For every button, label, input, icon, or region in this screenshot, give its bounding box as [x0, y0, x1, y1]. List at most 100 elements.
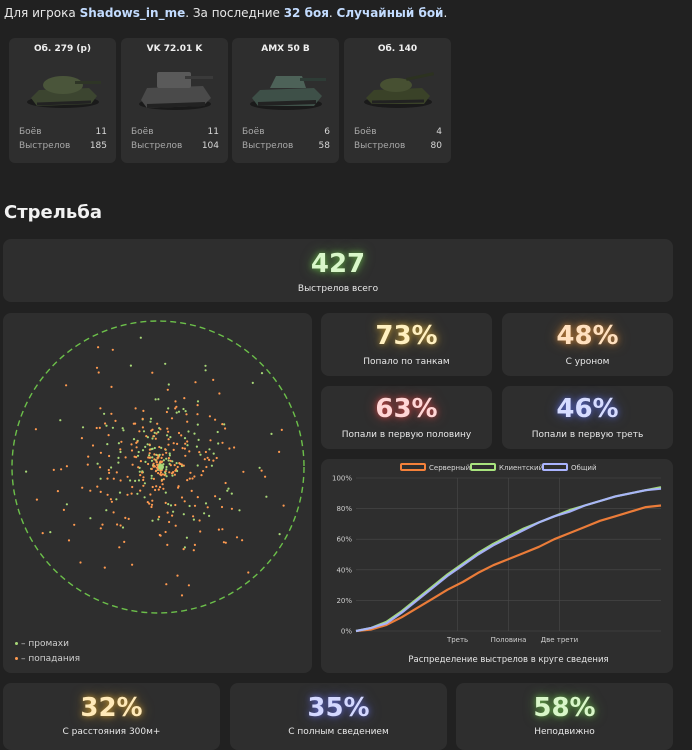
- miss-point: [149, 420, 152, 423]
- hit-point: [133, 455, 136, 458]
- miss-point: [117, 456, 120, 459]
- hit-point: [183, 500, 186, 503]
- hit-point: [103, 566, 106, 569]
- miss-point: [157, 431, 160, 434]
- miss-point: [199, 453, 202, 456]
- miss-point: [150, 474, 153, 477]
- hit-point: [148, 502, 151, 505]
- miss-point: [117, 461, 120, 464]
- hit-point: [81, 486, 84, 489]
- miss-point: [208, 448, 211, 451]
- x-tick-label: Две трети: [541, 636, 579, 644]
- miss-point: [157, 518, 160, 521]
- player-name[interactable]: Shadows_in_me: [79, 6, 186, 20]
- hit-point: [162, 487, 165, 490]
- battle-mode[interactable]: Случайный бой: [336, 6, 444, 20]
- hit-point: [174, 469, 177, 472]
- hit-point: [181, 447, 184, 450]
- tank-name: Об. 140: [377, 44, 418, 54]
- hit-point: [184, 442, 187, 445]
- miss-point: [110, 466, 113, 469]
- scatter-card: – промахи – попадания: [3, 313, 312, 673]
- hit-point: [115, 471, 118, 474]
- hit-point: [177, 431, 181, 435]
- first-half-label: Попали в первую половину: [341, 430, 472, 440]
- miss-point: [186, 444, 189, 447]
- hit-tanks-card: 73% Попало по танкам: [321, 313, 492, 376]
- miss-point: [106, 443, 109, 446]
- miss-point: [141, 449, 145, 452]
- hit-point: [164, 501, 167, 504]
- hit-point: [87, 455, 90, 458]
- tank-card[interactable]: Об. 279 (р) Боёв 11 Выстрелов 185: [9, 38, 116, 163]
- hit-point: [56, 490, 60, 493]
- hit-point: [224, 427, 227, 430]
- hit-point: [95, 366, 99, 369]
- tank-name: VK 72.01 K: [146, 44, 203, 54]
- hit-point: [208, 415, 211, 418]
- miss-point: [143, 482, 146, 485]
- hit-point: [118, 546, 121, 549]
- hit-point: [169, 459, 172, 462]
- hit-point: [110, 412, 113, 415]
- hit-point: [199, 530, 202, 533]
- miss-point: [175, 462, 178, 465]
- series-line: [355, 504, 662, 633]
- tank-card[interactable]: AMX 50 B Боёв 6 Выстрелов 58: [232, 38, 339, 163]
- miss-point: [129, 364, 132, 367]
- aim-circle-outline: [11, 320, 305, 614]
- hit-point: [159, 473, 162, 476]
- miss-point: [164, 362, 167, 365]
- legend-swatch: [400, 463, 426, 471]
- hit-point: [196, 404, 199, 407]
- hit-point: [124, 516, 127, 519]
- full-aim-card: 35% С полным сведением: [230, 683, 447, 750]
- hit-point: [221, 528, 224, 531]
- hit-point: [86, 463, 89, 466]
- miss-point: [204, 364, 207, 367]
- hit-point: [215, 456, 218, 460]
- x-tick-label: Половина: [491, 636, 527, 644]
- full-aim-value: 35%: [307, 693, 370, 723]
- hit-point: [190, 489, 193, 492]
- miss-point: [59, 419, 62, 422]
- aim-circle-scatter: [11, 320, 305, 614]
- hit-point: [228, 447, 231, 450]
- miss-point: [65, 503, 68, 506]
- hit-point: [214, 418, 217, 421]
- hit-point: [221, 441, 224, 444]
- miss-point: [230, 492, 233, 495]
- miss-point: [177, 410, 181, 413]
- hit-point: [170, 417, 174, 420]
- miss-point: [168, 452, 171, 455]
- hit-point: [150, 429, 153, 432]
- miss-point: [146, 436, 149, 439]
- hit-point: [80, 437, 83, 440]
- chart-title: Распределение выстрелов в круге сведения: [408, 655, 608, 665]
- tank-battles: Боёв 11: [131, 127, 219, 137]
- hit-point: [126, 475, 129, 478]
- series-line: [355, 487, 662, 633]
- hit-point: [134, 422, 137, 425]
- tank-card[interactable]: Об. 140 Боёв 4 Выстрелов 80: [344, 38, 451, 163]
- hit-point: [222, 541, 225, 544]
- miss-point: [164, 491, 167, 494]
- hit-point: [99, 407, 102, 410]
- hit-point: [180, 434, 183, 437]
- miss-point: [182, 407, 185, 411]
- miss-point: [265, 495, 268, 498]
- hit-point: [123, 540, 126, 543]
- hit-point: [187, 584, 190, 587]
- miss-point: [111, 426, 114, 429]
- hit-point: [204, 450, 207, 454]
- hit-point: [91, 444, 95, 447]
- hit-point: [89, 489, 92, 492]
- hit-point: [151, 499, 154, 502]
- hit-point: [176, 442, 179, 445]
- hit-point: [150, 503, 154, 506]
- hit-point: [134, 407, 137, 410]
- hit-point: [141, 417, 144, 420]
- tank-card[interactable]: VK 72.01 K Боёв 11 Выстрелов 104: [121, 38, 228, 163]
- miss-point: [165, 457, 168, 460]
- miss-point: [139, 336, 142, 339]
